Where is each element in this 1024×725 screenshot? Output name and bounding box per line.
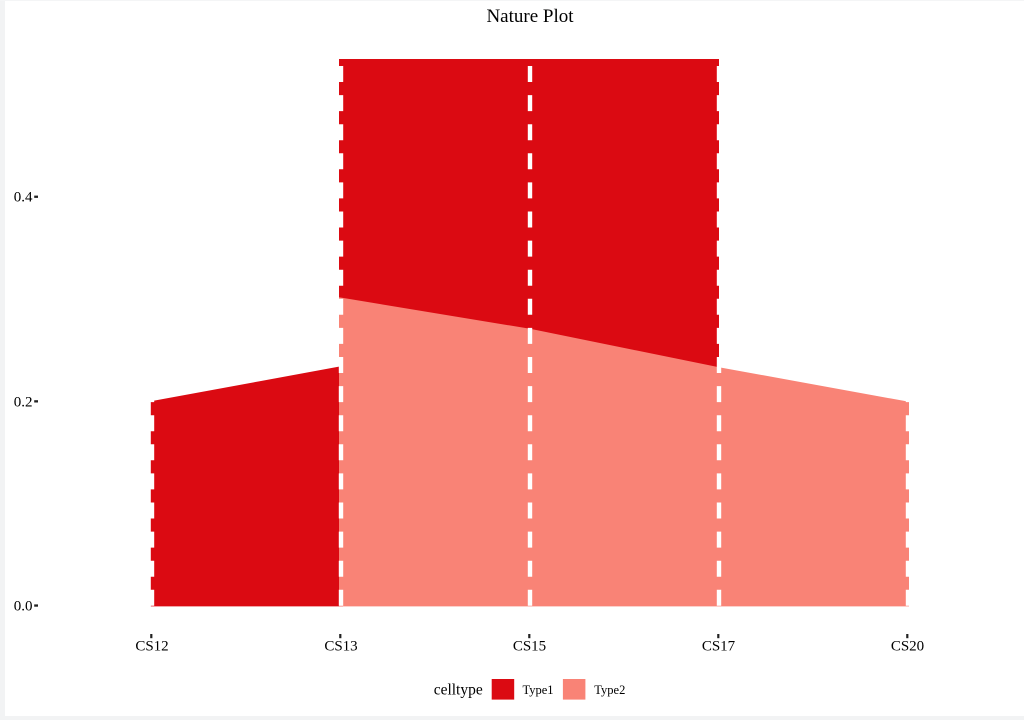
svg-text:CS15: CS15 — [513, 639, 546, 655]
svg-text:CS17: CS17 — [702, 639, 736, 655]
svg-text:celltype: celltype — [434, 682, 483, 699]
svg-text:0.0: 0.0 — [14, 599, 33, 615]
svg-text:Nature Plot: Nature Plot — [486, 6, 574, 27]
svg-text:Type2: Type2 — [594, 683, 625, 697]
svg-text:CS13: CS13 — [324, 639, 357, 655]
svg-text:CS12: CS12 — [135, 639, 168, 655]
svg-text:Type1: Type1 — [523, 683, 554, 697]
svg-text:0.4: 0.4 — [14, 190, 33, 206]
svg-text:0.2: 0.2 — [14, 394, 33, 410]
svg-text:CS20: CS20 — [891, 639, 924, 655]
